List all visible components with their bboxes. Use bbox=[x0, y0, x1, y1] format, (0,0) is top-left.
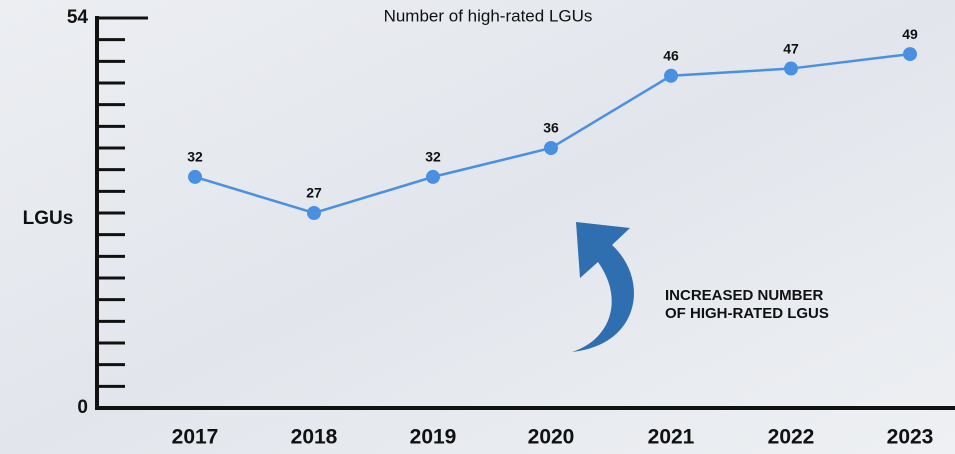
data-label: 47 bbox=[783, 40, 799, 56]
y-axis-label: LGUs bbox=[23, 208, 74, 229]
data-label: 49 bbox=[902, 26, 918, 42]
annotation: OF HIGH-RATED LGUS bbox=[665, 305, 829, 322]
data-label: 36 bbox=[543, 120, 559, 136]
x-tick-label: 2022 bbox=[768, 426, 815, 449]
chart-title: Number of high-rated LGUs bbox=[384, 6, 593, 25]
y-tick-label: 54 bbox=[67, 7, 89, 28]
point bbox=[188, 169, 202, 184]
data-label: 27 bbox=[306, 185, 322, 201]
x-tick-label: 2021 bbox=[648, 426, 695, 449]
x-tick-label: 2019 bbox=[410, 426, 457, 449]
data-label: 46 bbox=[663, 47, 679, 63]
data-label: 32 bbox=[187, 149, 203, 165]
point bbox=[664, 68, 678, 83]
annotation-arrow bbox=[572, 222, 634, 352]
annotation: INCREASED NUMBER bbox=[665, 287, 824, 304]
data-label: 32 bbox=[425, 149, 441, 165]
x-tick-label: 2018 bbox=[291, 426, 338, 449]
point bbox=[426, 169, 440, 184]
point bbox=[307, 206, 321, 220]
x-tick-label: 2020 bbox=[528, 426, 575, 449]
x-tick-label: 2017 bbox=[172, 426, 219, 449]
y-tick-label: 0 bbox=[77, 397, 88, 418]
point bbox=[544, 141, 558, 155]
point bbox=[903, 47, 917, 62]
x-tick-label: 2023 bbox=[887, 426, 934, 449]
point bbox=[784, 61, 798, 76]
